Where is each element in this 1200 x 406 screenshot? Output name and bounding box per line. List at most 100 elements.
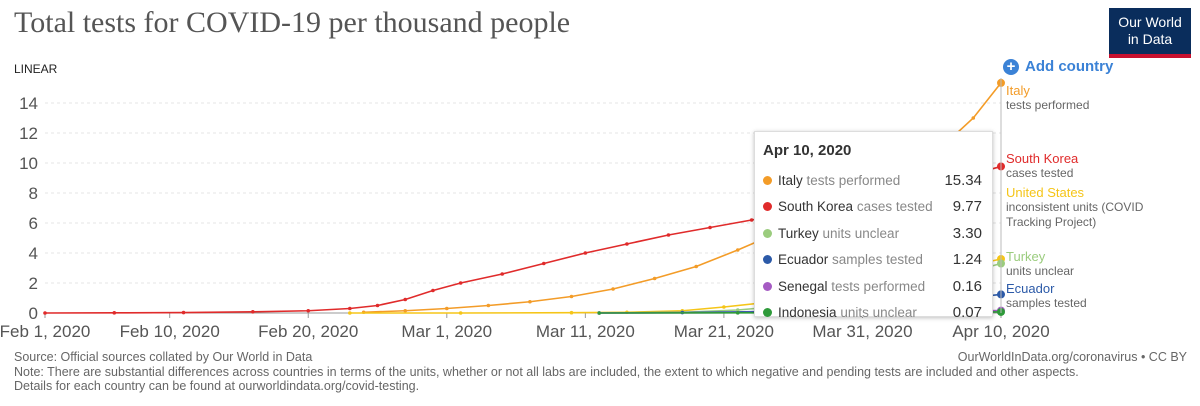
y-axis-ticks: 0 2 4 6 8 10 12 14	[19, 94, 38, 323]
tooltip-value: 15.34	[944, 171, 982, 189]
tooltip-row: Turkey units unclear 3.30	[763, 220, 982, 247]
x-tick-label: Mar 1, 2020	[401, 322, 492, 341]
data-point	[375, 303, 380, 308]
data-point	[722, 305, 726, 309]
tooltip-value: 0.07	[952, 304, 982, 322]
tooltip-row: Indonesia units unclear 0.07	[763, 300, 982, 327]
data-point	[500, 272, 505, 276]
data-point	[403, 308, 408, 313]
tooltip-series-unit: units unclear	[840, 305, 917, 321]
y-tick-label: 0	[29, 304, 38, 323]
data-point	[458, 281, 463, 285]
tooltip-series-unit: samples tested	[832, 252, 923, 268]
hover-tooltip: Apr 10, 2020 Italy tests performed 15.34 S…	[754, 131, 993, 321]
data-point	[735, 311, 740, 315]
data-point	[735, 308, 740, 312]
tooltip-series-name: South Korea cases tested	[778, 199, 933, 215]
end-label-name: United States	[1006, 185, 1085, 200]
data-point	[666, 233, 671, 237]
tooltip-series-name: Senegal tests performed	[778, 278, 926, 294]
tooltip-series-unit: tests performed	[831, 278, 926, 294]
data-point	[611, 287, 615, 291]
tooltip-value: 9.77	[952, 198, 982, 216]
data-point	[444, 306, 449, 311]
end-label-name: Italy	[1006, 83, 1030, 98]
data-point	[971, 116, 976, 120]
y-tick-label: 10	[19, 154, 38, 173]
end-label-ecuador[interactable]: Ecuador samples tested	[1006, 281, 1196, 311]
credit-link[interactable]: OurWorldInData.org/coronavirus • CC BY	[957, 350, 1187, 364]
data-point	[569, 310, 574, 315]
data-point	[694, 264, 698, 269]
end-label-united-states[interactable]: United States inconsistent units (COVID T…	[1006, 185, 1166, 230]
note-text: Note: There are substantial differences …	[14, 364, 1079, 379]
data-point	[251, 310, 255, 314]
data-point	[749, 218, 754, 222]
data-point	[458, 311, 463, 315]
data-point	[652, 276, 657, 281]
data-point	[181, 310, 186, 315]
end-label-unit: units unclear	[1006, 264, 1075, 278]
x-tick-label: Apr 10, 2020	[952, 322, 1049, 341]
page-title: Total tests for COVID-19 per thousand pe…	[14, 6, 571, 39]
legend-dot	[763, 202, 772, 212]
data-point	[306, 308, 311, 313]
tooltip-series-name: Turkey units unclear	[778, 225, 900, 241]
tooltip-series-unit: units unclear	[822, 225, 900, 241]
end-label-unit: samples tested	[1006, 296, 1087, 310]
add-country-button[interactable]: + Add country	[1003, 58, 1113, 75]
data-point	[569, 294, 574, 299]
legend-dot	[763, 308, 772, 318]
tooltip-series-name: Italy tests performed	[778, 172, 901, 188]
end-label-name: South Korea	[1006, 151, 1079, 166]
data-point	[348, 306, 352, 311]
data-point	[583, 251, 588, 255]
y-tick-label: 6	[29, 214, 38, 233]
end-label-italy[interactable]: Italy tests performed	[1006, 83, 1196, 113]
tooltip-series-unit: tests performed	[806, 172, 901, 188]
tooltip-row: South Korea cases tested 9.77	[763, 194, 982, 221]
x-tick-label: Feb 20, 2020	[258, 322, 358, 341]
end-label-name: Ecuador	[1006, 281, 1055, 296]
tooltip-value: 0.16	[952, 277, 982, 295]
end-label-south-korea[interactable]: South Korea cases tested	[1006, 151, 1196, 181]
y-tick-label: 2	[29, 274, 38, 293]
data-point	[431, 288, 435, 293]
data-point	[541, 261, 546, 266]
tooltip-row: Italy tests performed 15.34	[763, 167, 982, 194]
x-tick-label: Mar 31, 2020	[812, 322, 912, 341]
logo-line-1: Our World	[1118, 14, 1182, 30]
details-text: Details for each country can be found at…	[14, 379, 420, 393]
x-tick-label: Mar 11, 2020	[536, 322, 635, 341]
add-country-label: Add country	[1025, 58, 1114, 75]
data-point	[625, 242, 629, 246]
tooltip-date: Apr 10, 2020	[763, 142, 852, 159]
owid-logo[interactable]: Our World in Data	[1109, 8, 1191, 58]
data-point	[708, 225, 712, 230]
y-tick-label: 12	[19, 124, 38, 143]
tooltip-series-name: Indonesia units unclear	[778, 305, 917, 321]
legend-dot	[763, 228, 772, 238]
end-label-unit: tests performed	[1006, 98, 1090, 112]
source-text: Source: Official sources collated by Our…	[14, 350, 313, 364]
data-point	[403, 297, 408, 302]
data-point	[528, 299, 532, 304]
tooltip-series-unit: cases tested	[856, 199, 933, 215]
x-tick-label: Mar 21, 2020	[674, 322, 774, 341]
end-label-unit: inconsistent units (COVID Tracking Proje…	[1006, 200, 1144, 229]
tooltip-series-name: Ecuador samples tested	[778, 252, 923, 268]
data-point	[112, 311, 117, 315]
x-tick-label: Feb 10, 2020	[120, 322, 220, 341]
end-label-turkey[interactable]: Turkey units unclear	[1006, 249, 1196, 279]
data-point	[486, 303, 491, 308]
y-tick-label: 8	[29, 184, 38, 203]
plus-icon: +	[1003, 58, 1019, 75]
y-tick-label: 14	[19, 94, 38, 113]
legend-dot	[763, 281, 772, 291]
x-axis-ticks: Feb 1, 2020 Feb 10, 2020 Feb 20, 2020 Mar 1…	[0, 312, 1050, 341]
tooltip-value: 3.30	[952, 224, 982, 242]
scale-toggle[interactable]: LINEAR	[14, 62, 58, 76]
end-label-name: Turkey	[1006, 249, 1046, 264]
tooltip-row: Senegal tests performed 0.16	[763, 273, 982, 300]
x-tick-label: Feb 1, 2020	[0, 322, 90, 341]
